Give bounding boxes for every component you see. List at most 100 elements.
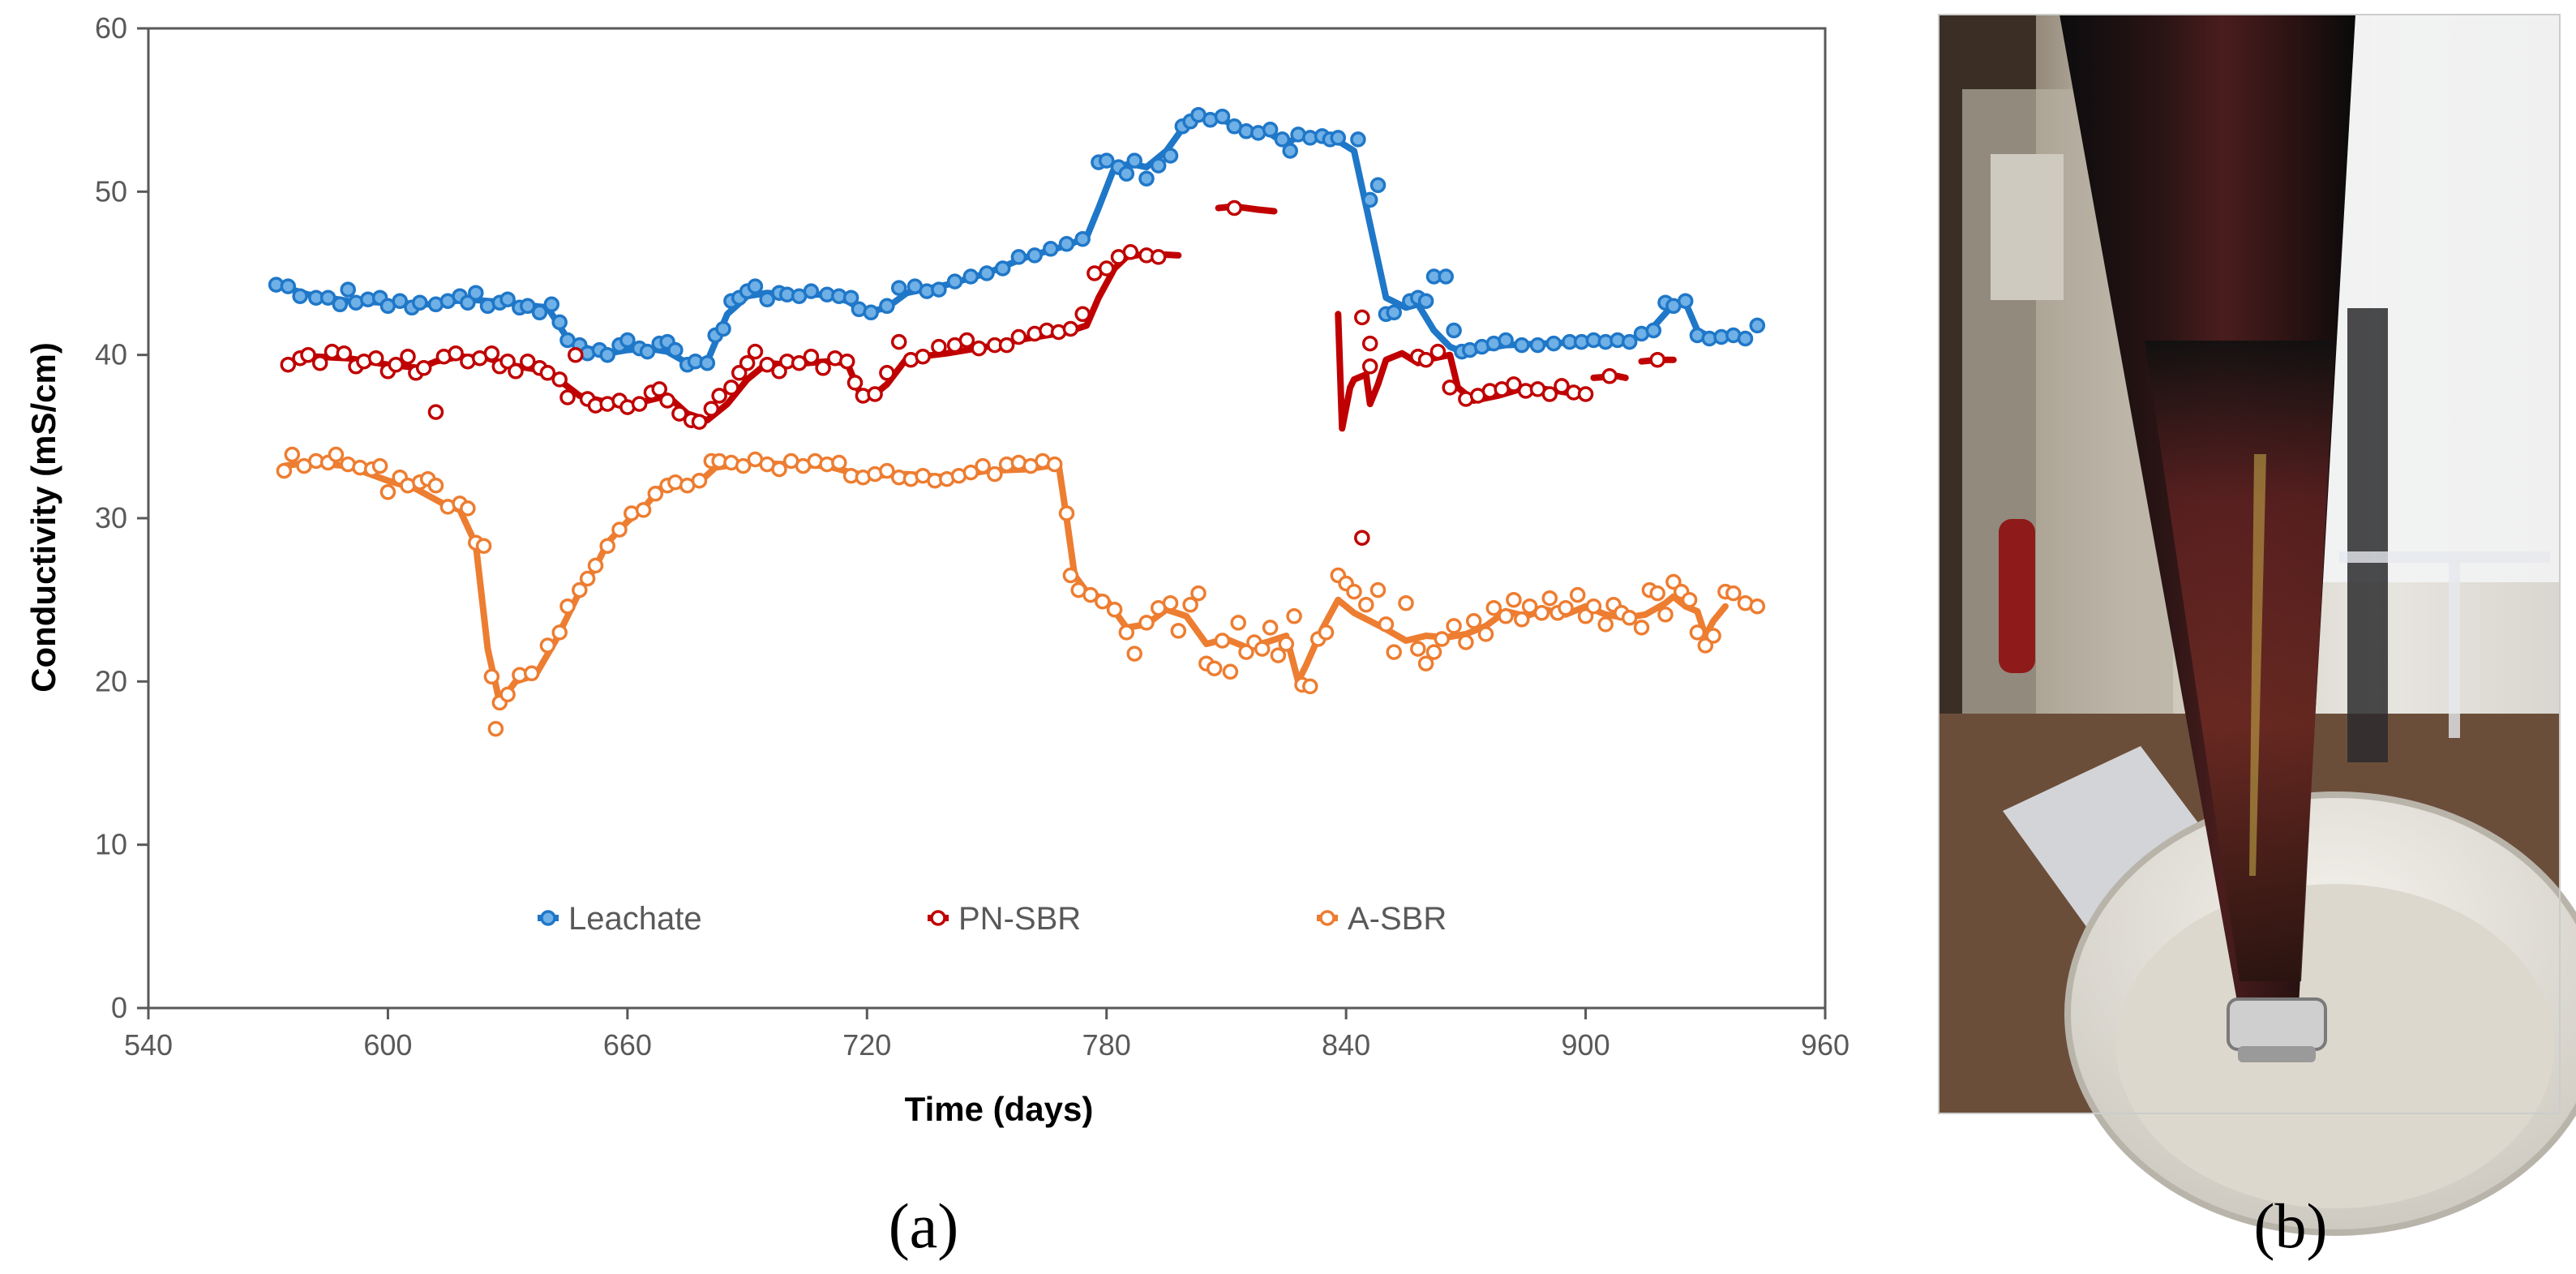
- data-point-leachate: [1058, 236, 1075, 252]
- data-point-a-sbr: [475, 538, 492, 554]
- data-point-a-sbr: [1749, 598, 1766, 615]
- data-point-a-sbr: [1182, 596, 1198, 613]
- data-point-pn-sbr: [671, 405, 688, 422]
- data-point-pn-sbr: [1150, 249, 1167, 265]
- series-line-pn-sbr: [1215, 203, 1278, 215]
- data-point-a-sbr: [379, 484, 396, 500]
- data-point-a-sbr: [559, 598, 576, 615]
- data-point-pn-sbr: [568, 346, 584, 363]
- legend-label-leachate: Leachate: [568, 901, 702, 937]
- data-point-a-sbr: [1138, 615, 1155, 631]
- x-axis-title: Time (days): [905, 1090, 1094, 1128]
- x-tick-label: 780: [1082, 1028, 1131, 1062]
- data-point-pn-sbr: [1442, 380, 1458, 396]
- data-point-leachate: [340, 281, 356, 298]
- data-point-leachate: [1417, 293, 1434, 309]
- data-point-pn-sbr: [1074, 306, 1091, 323]
- data-point-a-sbr: [1095, 593, 1111, 610]
- photo-sludge-bed: [2145, 341, 2335, 981]
- data-point-leachate: [292, 288, 308, 304]
- data-point-a-sbr: [1705, 628, 1721, 644]
- data-point-pn-sbr: [508, 363, 524, 380]
- data-point-leachate: [1118, 165, 1135, 182]
- data-point-a-sbr: [523, 665, 540, 682]
- data-point-pn-sbr: [551, 371, 568, 388]
- legend-swatch-marker-a-sbr: [1319, 910, 1335, 926]
- data-point-pn-sbr: [931, 338, 947, 355]
- data-point-pn-sbr: [559, 389, 576, 405]
- data-point-a-sbr: [1725, 585, 1742, 602]
- y-tick-label: 0: [111, 991, 127, 1024]
- x-tick-label: 660: [603, 1028, 652, 1062]
- data-point-leachate: [979, 265, 995, 281]
- data-point-a-sbr: [1106, 601, 1123, 618]
- data-point-leachate: [747, 278, 764, 294]
- data-point-a-sbr: [579, 570, 596, 587]
- data-point-pn-sbr: [448, 345, 464, 362]
- data-point-a-sbr: [599, 538, 615, 554]
- data-point-a-sbr: [1417, 655, 1434, 671]
- data-point-a-sbr: [962, 464, 979, 481]
- data-point-leachate: [332, 296, 349, 313]
- series-line-pn-sbr: [1590, 372, 1629, 381]
- data-point-a-sbr: [1170, 623, 1187, 639]
- data-point-a-sbr: [1558, 599, 1574, 616]
- data-point-a-sbr: [1458, 634, 1474, 650]
- y-tick-label: 20: [95, 664, 127, 697]
- data-point-a-sbr: [635, 502, 652, 518]
- data-point-leachate: [890, 280, 907, 296]
- photo-border: [1938, 14, 2561, 1114]
- data-point-leachate: [551, 314, 568, 331]
- panel-label-a: (a): [889, 1190, 959, 1261]
- data-point-a-sbr: [1577, 608, 1594, 624]
- data-point-pn-sbr: [747, 343, 764, 360]
- data-point-leachate: [460, 294, 476, 311]
- data-point-pn-sbr: [367, 350, 384, 367]
- data-point-a-sbr: [879, 462, 895, 479]
- data-point-leachate: [699, 354, 716, 371]
- x-tick-label: 600: [363, 1028, 412, 1062]
- data-point-pn-sbr: [759, 356, 775, 373]
- data-point-pn-sbr: [703, 401, 720, 417]
- data-point-a-sbr: [1358, 596, 1374, 613]
- data-point-a-sbr: [328, 446, 345, 463]
- data-point-a-sbr: [1541, 590, 1558, 607]
- data-point-a-sbr: [1514, 611, 1530, 628]
- data-point-pn-sbr: [1649, 351, 1665, 368]
- conductivity-chart: 540 600 660 720 780 840 900 960 0 10 20 30 40 50 60 C…: [24, 11, 1849, 1128]
- data-point-leachate: [1282, 143, 1298, 159]
- data-point-pn-sbr: [791, 354, 808, 371]
- y-tick-label: 60: [95, 11, 127, 45]
- settling-column-photo: [1938, 14, 2576, 1236]
- data-point-pn-sbr: [415, 360, 432, 376]
- data-point-a-sbr: [427, 477, 444, 494]
- data-point-pn-sbr: [483, 345, 500, 362]
- data-point-a-sbr: [1521, 598, 1538, 615]
- data-point-pn-sbr: [731, 365, 748, 381]
- data-point-a-sbr: [487, 720, 504, 737]
- data-point-pn-sbr: [1601, 368, 1618, 384]
- data-point-pn-sbr: [300, 346, 316, 363]
- data-point-leachate: [499, 291, 516, 307]
- data-point-leachate: [520, 298, 536, 315]
- data-point-a-sbr: [1162, 594, 1179, 611]
- data-point-pn-sbr: [336, 345, 353, 362]
- legend-label-pn-sbr: PN-SBR: [958, 901, 1081, 937]
- data-point-pn-sbr: [1354, 530, 1370, 546]
- data-point-a-sbr: [1485, 599, 1502, 616]
- y-tick-label: 40: [95, 338, 127, 371]
- data-point-leachate: [759, 291, 775, 307]
- photo-bowl-inner: [2116, 884, 2554, 1208]
- legend: Leachate PN-SBR A-SBR: [538, 901, 1447, 937]
- data-point-a-sbr: [371, 457, 388, 474]
- data-point-pn-sbr: [958, 332, 975, 349]
- data-point-leachate: [1043, 241, 1059, 257]
- data-point-pn-sbr: [890, 333, 907, 350]
- data-point-a-sbr: [572, 581, 588, 598]
- data-point-a-sbr: [499, 686, 516, 703]
- data-point-leachate: [1162, 148, 1179, 164]
- legend-label-a-sbr: A-SBR: [1348, 901, 1447, 937]
- data-point-leachate: [1514, 337, 1530, 354]
- data-point-leachate: [1361, 191, 1378, 208]
- data-point-leachate: [531, 304, 548, 321]
